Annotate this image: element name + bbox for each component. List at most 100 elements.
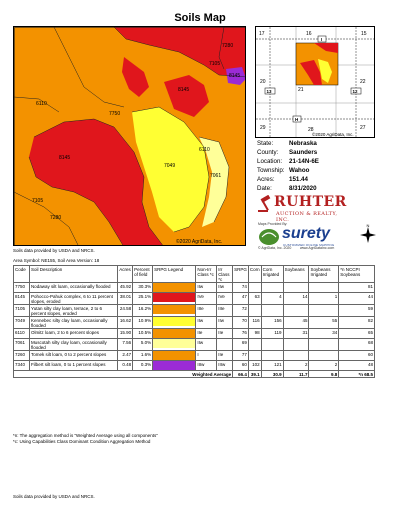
cell-soy: 45 [282, 316, 310, 329]
cell-nccpi: 68 [338, 338, 375, 351]
map-label: 7105 [32, 198, 43, 204]
map-label: 6110 [199, 147, 210, 153]
srpg-legend-swatch [152, 316, 197, 329]
cell-corn [247, 282, 262, 293]
surety-sub: CUSTOMIZED ONLINE MAPPING [283, 243, 335, 247]
info-key: State: [257, 140, 274, 147]
cell-code: 7061 [13, 338, 30, 351]
map-label: 7280 [222, 43, 233, 49]
cell-corn [247, 304, 262, 317]
section-label: 17 [259, 31, 265, 37]
cell-irr: IIw [216, 282, 234, 293]
section-label: 21 [298, 87, 304, 93]
ruhter-logo: RUHTER AUCTION & REALTY, INC. [258, 194, 347, 223]
page-title: Soils Map [174, 12, 226, 24]
source-note: Soils data provided by USDA and NRCS. [13, 248, 95, 253]
info-key: County: [257, 149, 279, 156]
map-label: 8145 [59, 155, 70, 161]
agridata-copyright: © AgriData, Inc. 2020 [258, 246, 292, 250]
cell-code: 7750 [13, 282, 30, 293]
cell-soy: 2 [282, 360, 310, 371]
info-value: Wahoo [289, 167, 310, 174]
cell-irr: IIIe [216, 304, 234, 317]
soil-table: Code Soil Description Acres Percent of f… [12, 265, 375, 378]
cell-corn_irr [260, 350, 284, 361]
cell-pct: 25.1% [132, 292, 154, 305]
table-row: 7750 Nodaway silt loam, occasionally floo… [13, 282, 375, 293]
cell-srpg: 47 [232, 292, 249, 305]
col-header: Code [13, 265, 30, 283]
cell-desc: Filbert silt loam, 0 to 1 percent slopes [28, 360, 119, 371]
locator-map[interactable]: 17 16 15 20 21 22 29 28 27 I 13 12 H ©20… [255, 26, 375, 138]
col-header: Acres [117, 265, 134, 283]
col-header: *n NCCPI Soybeans [338, 265, 375, 283]
agridata-icon [259, 229, 279, 245]
cell-nccpi: 81 [338, 282, 375, 293]
cell-corn [247, 338, 262, 351]
cell-acres: 16.62 [117, 316, 134, 329]
cell-pct: 16.2% [132, 304, 154, 317]
cell-corn [247, 350, 262, 361]
info-key: Township: [257, 167, 285, 174]
cell-pct: 1.6% [132, 350, 154, 361]
info-value: Nebraska [289, 140, 317, 147]
total-row: Weighted Average 66.4 39.1 30.9 11.7 9.8 *n 68… [12, 370, 375, 378]
cell-acres: 24.58 [117, 304, 134, 317]
cell-acres: 2.47 [117, 350, 134, 361]
cell-soy [282, 338, 310, 351]
ruhter-name: RUHTER [274, 194, 347, 210]
cell-desc: Muscotah silty clay loam, occasionally f… [28, 338, 119, 351]
srpg-legend-swatch [152, 304, 197, 317]
cell-corn_irr [260, 338, 284, 351]
cell-corn_irr: 4 [260, 292, 284, 305]
map-label: 6110 [36, 101, 47, 107]
cell-acres: 45.92 [117, 282, 134, 293]
cell-acres: 7.56 [117, 338, 134, 351]
cell-srpg: 70 [232, 316, 249, 329]
cell-srpg: 76 [232, 328, 249, 339]
cell-nirr: IIw [195, 338, 218, 351]
cell-nirr: IIIe [195, 304, 218, 317]
cell-srpg: 72 [232, 304, 249, 317]
cell-nccpi: 82 [338, 316, 375, 329]
cell-soy: 31 [282, 328, 310, 339]
total-soy_irr: 9.8 [308, 370, 340, 378]
cell-desc: Kennebec silty clay loam, occasionally f… [28, 316, 119, 329]
cell-nccpi: 60 [338, 350, 375, 361]
locator-copyright: ©2020 AgriData, Inc. [312, 131, 354, 137]
section-label: 29 [260, 125, 266, 131]
cell-soy [282, 350, 310, 361]
cell-corn_irr [260, 282, 284, 293]
total-corn: 39.1 [247, 370, 262, 378]
surety-caption: Maps Provided By: [258, 222, 288, 226]
col-header: Irr Class *c [216, 265, 234, 283]
total-corn_irr: 30.9 [260, 370, 284, 378]
bottom-source-note: Soils data provided by USDA and NRCS. [13, 494, 95, 499]
info-value: 21-14N-6E [289, 158, 319, 165]
table-row: 7105 Yutan silty clay loam, terrace, 2 to… [13, 304, 375, 317]
cell-corn: 63 [247, 292, 262, 305]
cell-nirr: I [195, 350, 218, 361]
soil-polygon-red-center [29, 119, 163, 245]
cell-irr: IIe [216, 328, 234, 339]
col-header: Corn Irrigated [260, 265, 284, 283]
soil-polygon-yellow [132, 107, 209, 232]
cell-nccpi: 59 [338, 304, 375, 317]
cell-soy_irr [308, 304, 340, 317]
road-label: 12 [353, 89, 359, 94]
soils-map[interactable]: 7280 7105 8145 8145 6110 7750 8145 7049 … [13, 26, 246, 246]
agridata-url: www.AgriDataInc.com [300, 246, 335, 250]
cell-desc: Olmitz loam, 2 to 6 percent slopes [28, 328, 119, 339]
srpg-legend-swatch [152, 292, 197, 305]
col-header: SRPG [232, 265, 249, 283]
cell-pct: 0.3% [132, 360, 154, 371]
cell-irr: IIw [216, 316, 234, 329]
soil-polygon-red-top [114, 27, 245, 77]
map-label: 8145 [229, 73, 240, 79]
gavel-icon [258, 195, 271, 212]
cell-srpg: 77 [232, 350, 249, 361]
cell-corn: 98 [247, 328, 262, 339]
info-key: Acres: [257, 176, 275, 183]
cell-corn_irr: 121 [260, 360, 284, 371]
cell-corn_irr [260, 304, 284, 317]
